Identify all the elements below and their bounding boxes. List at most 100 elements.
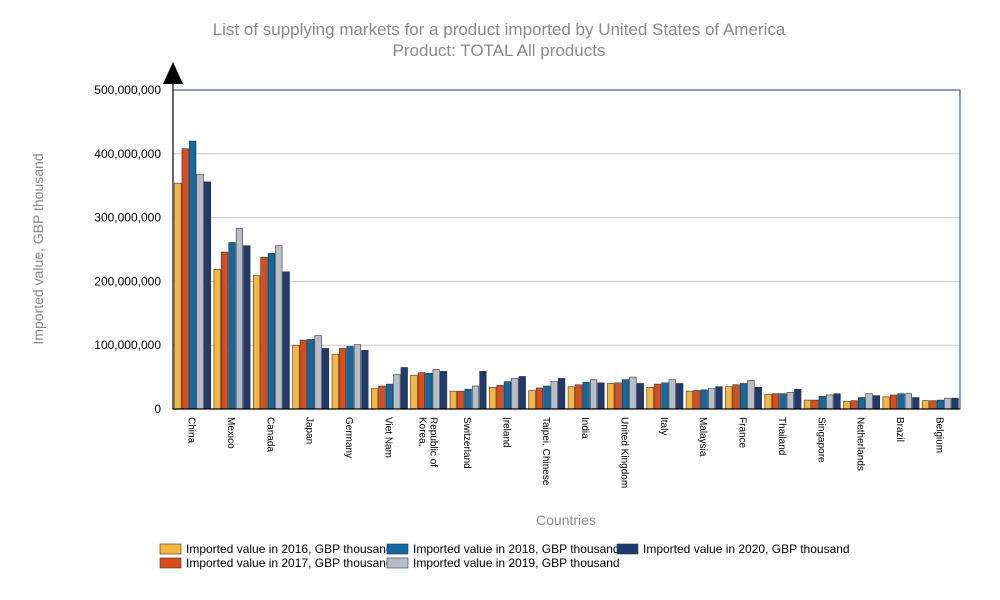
bar xyxy=(282,271,290,410)
legend: Imported value in 2016, GBP thousand Impo… xyxy=(159,542,850,570)
x-tick-label: Japan xyxy=(304,417,315,444)
x-tick-label: China xyxy=(186,417,197,444)
bar xyxy=(764,394,772,410)
bar xyxy=(668,379,676,410)
bar xyxy=(378,385,386,410)
bar xyxy=(708,388,716,410)
bar xyxy=(410,374,418,410)
bar xyxy=(353,344,362,410)
bar xyxy=(252,275,261,410)
bar xyxy=(944,397,952,410)
bar xyxy=(597,382,605,410)
bar xyxy=(929,400,937,410)
bar xyxy=(243,245,251,410)
bar xyxy=(267,253,275,410)
bar xyxy=(818,395,826,410)
bar xyxy=(826,394,834,410)
bar xyxy=(432,369,440,410)
bar xyxy=(889,394,898,410)
y-axis-label: Imported value, GBP thousand xyxy=(30,153,46,344)
bar xyxy=(882,396,890,410)
bar xyxy=(321,348,330,410)
x-tick-label: Korea, xyxy=(416,417,427,446)
bar xyxy=(489,387,497,410)
chart-subtitle: Product: TOTAL All products xyxy=(393,41,606,60)
bar xyxy=(936,399,944,410)
bar xyxy=(904,393,912,410)
bar xyxy=(843,401,851,410)
bar xyxy=(439,371,448,410)
bar xyxy=(550,381,558,410)
bar xyxy=(747,379,755,410)
legend-swatch xyxy=(386,543,409,555)
x-tick-label: Netherlands xyxy=(855,417,866,471)
bar xyxy=(174,182,182,410)
bar xyxy=(567,386,575,410)
bar xyxy=(676,383,684,410)
bar xyxy=(951,397,959,410)
bar xyxy=(471,385,480,410)
bar xyxy=(189,140,197,410)
bar xyxy=(621,379,630,410)
axes xyxy=(163,62,961,410)
bar xyxy=(803,399,812,410)
x-tick-label: Singapore xyxy=(815,417,826,463)
y-tick-label: 0 xyxy=(154,402,161,416)
bar xyxy=(314,335,322,410)
bar xyxy=(213,268,221,410)
chart-title: List of supplying markets for a product … xyxy=(213,20,786,39)
bar xyxy=(385,383,394,410)
bar xyxy=(496,385,504,410)
bar xyxy=(693,390,701,410)
bar xyxy=(518,376,526,410)
y-tick-label: 400,000,000 xyxy=(94,147,161,161)
y-tick-label: 200,000,000 xyxy=(94,274,161,288)
y-tick-label: 100,000,000 xyxy=(94,338,161,352)
y-tick-labels: 0 100,000,000 200,000,000 300,000,000 400,00… xyxy=(94,83,161,416)
bar xyxy=(833,393,841,410)
bar xyxy=(575,384,583,410)
bar xyxy=(779,393,787,410)
y-tick-label: 500,000,000 xyxy=(94,83,161,97)
plot-frame xyxy=(172,89,961,410)
bar xyxy=(872,395,881,410)
bar xyxy=(479,371,487,410)
bar xyxy=(865,393,873,410)
bar xyxy=(897,393,905,410)
bar xyxy=(912,397,920,410)
bar xyxy=(685,390,694,410)
x-tick-label: Taipei, Chinese xyxy=(540,417,551,486)
bar xyxy=(464,388,472,410)
bar xyxy=(794,388,802,410)
bar xyxy=(739,383,748,410)
bar xyxy=(921,400,930,410)
bar xyxy=(771,393,780,410)
bar xyxy=(503,381,512,410)
x-tick-label: Ireland xyxy=(500,417,511,448)
x-tick-label: Brazil xyxy=(894,417,905,442)
bar xyxy=(754,387,762,410)
legend-swatch xyxy=(159,543,182,555)
legend-swatch xyxy=(386,557,409,569)
legend-entry: Imported value in 2019, GBP thousand xyxy=(413,556,620,570)
bar xyxy=(425,372,433,410)
gridlines xyxy=(173,153,960,346)
legend-entry: Imported value in 2017, GBP thousand xyxy=(186,556,393,570)
bar xyxy=(371,388,379,410)
legend-entry: Imported value in 2016, GBP thousand xyxy=(186,542,393,556)
bar xyxy=(786,392,794,410)
bar xyxy=(732,384,740,410)
bar xyxy=(725,386,733,410)
bar xyxy=(528,390,536,410)
x-tick-label: Viet Nam xyxy=(382,417,393,458)
bar xyxy=(457,390,465,410)
bar xyxy=(361,350,369,410)
x-tick-label: Italy xyxy=(658,417,669,435)
bar xyxy=(393,374,401,410)
bar xyxy=(331,353,339,410)
bar xyxy=(811,399,819,410)
x-tick-label: Malaysia xyxy=(697,417,708,457)
x-tick-label: Germany xyxy=(343,417,354,458)
bar xyxy=(299,339,307,410)
bar xyxy=(850,400,858,410)
